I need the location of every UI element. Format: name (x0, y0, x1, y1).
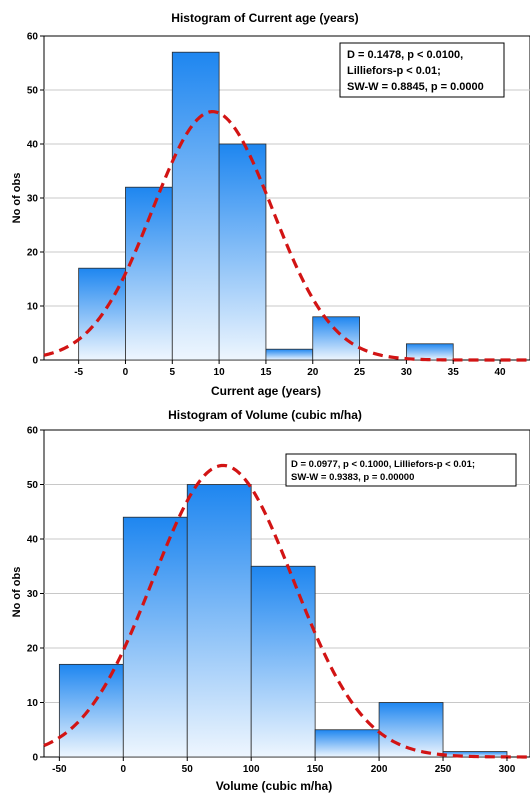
y-tick-label: 30 (27, 194, 39, 205)
chart-volume: Histogram of Volume (cubic m/ha) 0 10 20 30… (11, 408, 530, 793)
y-axis-label: No of obs (11, 173, 23, 224)
y-tick-label: 50 (27, 480, 39, 491)
normal-curve (43, 110, 530, 362)
stats-box-frame (285, 453, 517, 487)
histogram-bars (58, 484, 508, 758)
chart-current-age: Histogram of Current age (years) 0 10 20 30… (11, 11, 530, 398)
x-tick-label: 0 (123, 367, 129, 378)
histogram-bar (125, 186, 173, 361)
histogram-bars (78, 51, 454, 361)
x-axis-ticks: -50 0 50 100 150 200 250 300 (52, 757, 516, 775)
stats-line: D = 0.1478, p < 0.0100, (347, 49, 463, 61)
y-tick-label: 50 (27, 86, 39, 97)
y-tick-label: 20 (27, 248, 39, 259)
x-tick-label: 25 (354, 367, 366, 378)
x-tick-label: 150 (307, 764, 324, 775)
x-tick-label: 200 (371, 764, 388, 775)
stats-box: D = 0.1478, p < 0.0100, Lilliefors-p < 0… (339, 42, 505, 98)
stats-line: D = 0.0977, p < 0.1000, Lilliefors-p < 0… (291, 459, 475, 470)
y-tick-label: 60 (27, 426, 39, 437)
histogram-bar (218, 143, 267, 361)
histogram-bar (265, 348, 314, 361)
stats-box-frame (339, 42, 505, 98)
chart-title: Histogram of Current age (years) (171, 11, 358, 25)
x-tick-label: -5 (74, 367, 83, 378)
x-tick-label: 20 (307, 367, 319, 378)
y-axis-ticks: 0 10 20 30 40 50 60 (27, 32, 44, 367)
x-tick-label: 250 (435, 764, 452, 775)
histogram-bar (171, 51, 220, 361)
x-tick-label: 15 (260, 367, 272, 378)
chart-title: Histogram of Volume (cubic m/ha) (168, 408, 362, 422)
x-axis-label: Current age (years) (211, 384, 321, 398)
histogram-bar (314, 729, 380, 758)
histogram-bar (122, 516, 188, 758)
histogram-bar (58, 663, 124, 758)
stats-line: SW-W = 0.9383, p = 0.00000 (291, 472, 414, 483)
y-tick-label: 60 (27, 32, 39, 43)
normal-fit-curve (43, 110, 530, 362)
normal-curve (43, 463, 530, 759)
y-tick-label: 10 (27, 698, 39, 709)
x-tick-label: 35 (448, 367, 460, 378)
y-tick-label: 10 (27, 302, 39, 313)
histogram-bar (312, 316, 360, 361)
x-tick-label: 100 (243, 764, 260, 775)
x-tick-label: 300 (499, 764, 516, 775)
y-tick-label: 0 (32, 356, 38, 367)
y-tick-label: 40 (27, 535, 39, 546)
normal-fit-curve (43, 463, 530, 759)
x-axis-ticks: -5 0 5 10 15 20 25 30 35 40 (74, 360, 506, 378)
y-tick-label: 40 (27, 140, 39, 151)
x-tick-label: -50 (52, 764, 67, 775)
x-tick-label: 0 (121, 764, 127, 775)
y-tick-label: 20 (27, 644, 39, 655)
x-tick-label: 50 (182, 764, 194, 775)
y-tick-label: 30 (27, 589, 39, 600)
y-axis-ticks: 0 10 20 30 40 50 60 (27, 426, 44, 764)
y-tick-label: 0 (32, 753, 38, 764)
histogram-bar (250, 565, 316, 758)
x-tick-label: 10 (214, 367, 226, 378)
y-axis-label: No of obs (11, 567, 23, 618)
x-tick-label: 40 (494, 367, 506, 378)
x-tick-label: 30 (401, 367, 413, 378)
x-tick-label: 5 (170, 367, 176, 378)
stats-line: Lilliefors-p < 0.01; (347, 65, 441, 77)
histogram-bar (186, 484, 252, 758)
stats-line: SW-W = 0.8845, p = 0.0000 (347, 81, 484, 93)
x-axis-label: Volume (cubic m/ha) (216, 779, 332, 793)
stats-box: D = 0.0977, p < 0.1000, Lilliefors-p < 0… (285, 453, 517, 487)
